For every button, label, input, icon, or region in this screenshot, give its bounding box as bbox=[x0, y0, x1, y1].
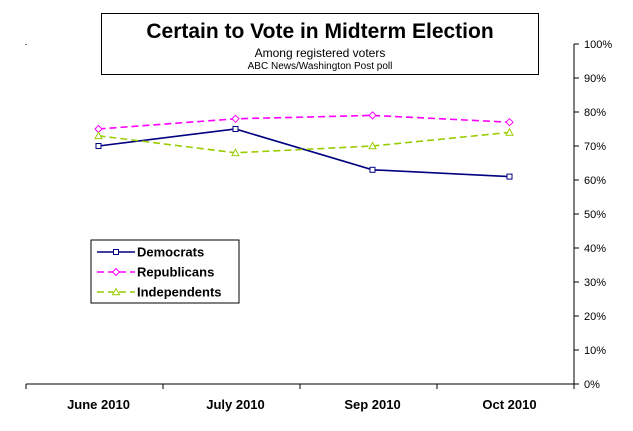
series-layer bbox=[94, 111, 514, 180]
y-tick-label: 80% bbox=[584, 107, 606, 119]
y-tick-label: 90% bbox=[584, 73, 606, 85]
y-tick-label: 30% bbox=[584, 277, 606, 289]
data-point-square bbox=[232, 126, 239, 132]
data-point-triangle bbox=[94, 131, 103, 140]
data-point-diamond bbox=[111, 267, 121, 277]
x-tick-label: Oct 2010 bbox=[482, 397, 536, 412]
y-tick-label: 50% bbox=[584, 209, 606, 221]
axes: 0% 10% 20% 30% 40% 50% 60% 70% 80% 90% 100% June 20… bbox=[25, 39, 612, 412]
data-point-square bbox=[506, 173, 513, 180]
chart-title-box: Certain to Vote in Midterm Election Amon… bbox=[101, 13, 539, 75]
data-point-diamond bbox=[231, 114, 240, 124]
data-point-triangle bbox=[111, 287, 121, 296]
legend-layer: Democrats Republicans Independents bbox=[90, 239, 240, 304]
data-point-diamond bbox=[368, 111, 377, 120]
data-point-triangle bbox=[505, 127, 514, 136]
data-point-square bbox=[369, 166, 376, 173]
series-line-republicans bbox=[98, 114, 510, 130]
y-tick-label: 10% bbox=[584, 345, 606, 357]
legend-label-democrats: Democrats bbox=[137, 245, 204, 260]
legend-label-republicans: Republicans bbox=[137, 265, 214, 280]
data-point-triangle bbox=[368, 141, 377, 150]
y-tick-label: 0% bbox=[584, 379, 600, 391]
x-tick-label: July 2010 bbox=[206, 397, 265, 412]
y-tick-label: 70% bbox=[584, 141, 606, 153]
x-tick-label: Sep 2010 bbox=[344, 397, 400, 412]
series-line-independents bbox=[98, 131, 510, 154]
y-tick-label: 100% bbox=[584, 39, 612, 51]
y-tick-label: 40% bbox=[584, 243, 606, 255]
data-point-square bbox=[113, 249, 119, 255]
y-tick-label: 20% bbox=[584, 311, 606, 323]
legend-label-independents: Independents bbox=[137, 285, 222, 300]
chart-source: ABC News/Washington Post poll bbox=[247, 61, 393, 72]
data-point-square bbox=[95, 143, 102, 149]
chart-subtitle: Among registered voters bbox=[254, 46, 386, 60]
data-point-triangle bbox=[231, 148, 240, 157]
x-tick-label: June 2010 bbox=[67, 397, 130, 412]
chart-title: Certain to Vote in Midterm Election bbox=[146, 20, 494, 43]
series-line-democrats bbox=[98, 128, 510, 178]
data-point-diamond bbox=[505, 117, 514, 127]
y-tick-label: 60% bbox=[584, 175, 606, 187]
